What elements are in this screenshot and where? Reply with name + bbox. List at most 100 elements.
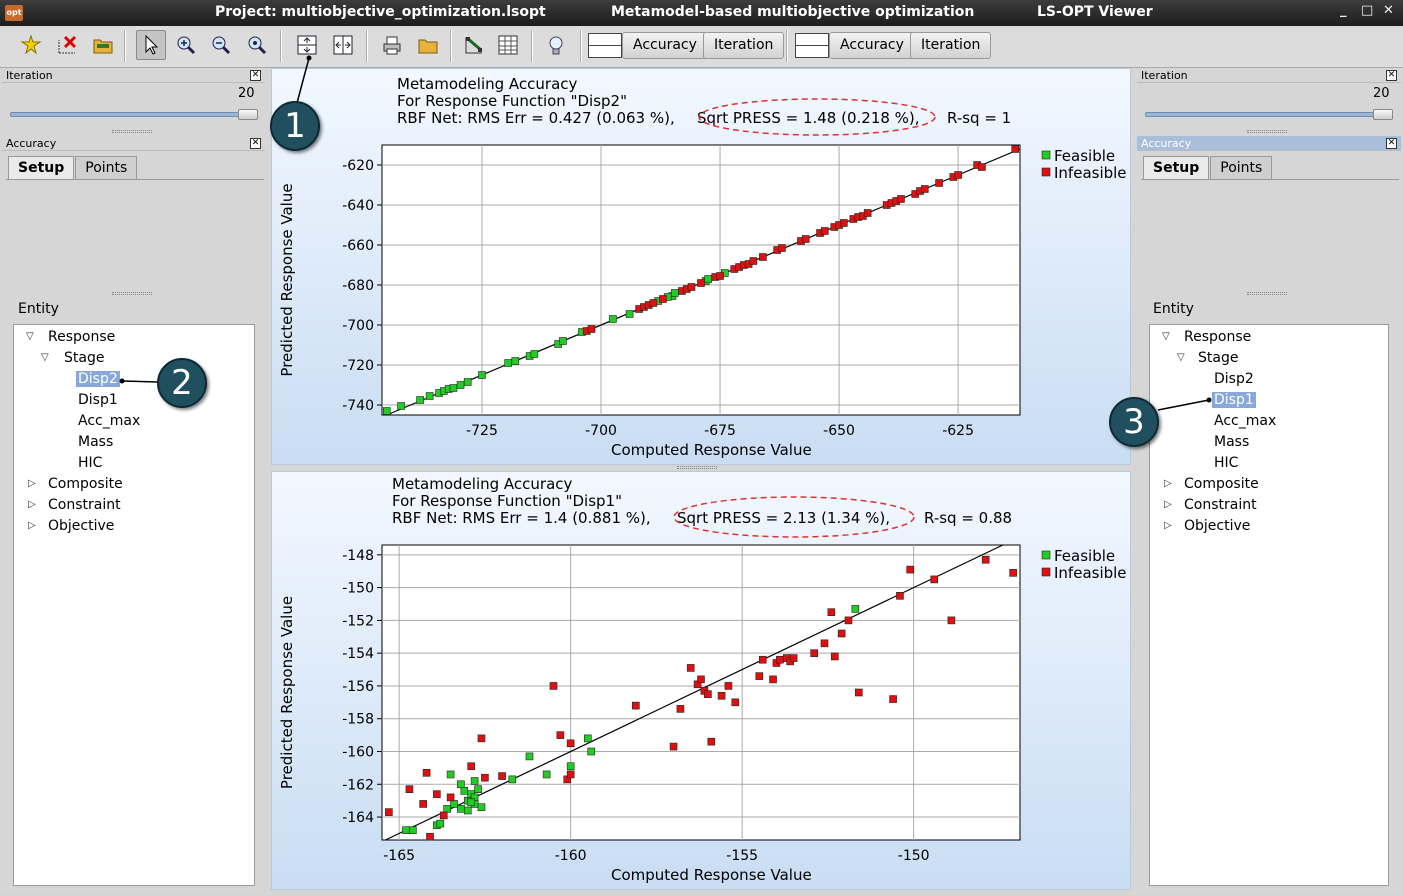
tree-node-composite[interactable]: Composite	[48, 476, 123, 492]
tree-node-acc-max[interactable]: Acc_max	[1214, 413, 1277, 429]
zoom-in-icon[interactable]	[171, 30, 201, 60]
zoom-out-icon[interactable]	[206, 30, 236, 60]
expanded-icon[interactable]: ▽	[41, 352, 49, 363]
infeasible-point	[697, 279, 705, 287]
y-axis-label: Predicted Response Value	[278, 183, 296, 376]
x-tick-label: -725	[466, 423, 498, 439]
close-icon[interactable]: ✕	[1386, 70, 1397, 81]
callout-1: 1	[270, 101, 320, 151]
tree-node-mass[interactable]: Mass	[78, 434, 114, 450]
tree-node-disp2[interactable]: Disp2	[76, 371, 120, 387]
infeasible-point	[422, 769, 431, 777]
accuracy-button[interactable]: Accuracy	[829, 32, 915, 59]
open-folder-icon[interactable]	[88, 30, 118, 60]
feasible-point	[609, 315, 617, 323]
infeasible-point	[477, 734, 486, 743]
tree-node-disp1[interactable]: Disp1	[78, 392, 118, 408]
callout-connector	[121, 380, 159, 383]
splitter-grip[interactable]	[1247, 130, 1287, 133]
splitter-grip[interactable]	[677, 466, 717, 469]
collapsed-icon[interactable]: ▷	[1164, 499, 1172, 510]
iteration-button[interactable]: Iteration	[910, 32, 992, 59]
feasible-point	[478, 371, 486, 379]
iteration-slider-handle[interactable]	[238, 109, 258, 120]
feasible-point	[467, 798, 475, 807]
splitter-grip[interactable]	[112, 292, 152, 295]
feasible-point	[436, 819, 445, 828]
expanded-icon[interactable]: ▽	[1177, 352, 1185, 363]
collapsed-icon[interactable]: ▷	[28, 478, 36, 489]
tree-node-composite[interactable]: Composite	[1184, 476, 1259, 492]
expanded-icon[interactable]: ▽	[1162, 331, 1170, 342]
toolbar: Accuracy Iteration Accuracy Iteration	[0, 26, 1403, 68]
tree-node-objective[interactable]: Objective	[48, 518, 115, 534]
infeasible-point	[789, 654, 798, 662]
tab-setup[interactable]: Setup	[8, 156, 75, 180]
new-icon[interactable]	[16, 30, 46, 60]
plot-edit-icon[interactable]	[459, 30, 489, 60]
tree-node-disp1[interactable]: Disp1	[1212, 392, 1256, 408]
y-tick-label: -148	[342, 548, 374, 564]
expanded-icon[interactable]: ▽	[26, 331, 34, 342]
callout-2: 2	[157, 358, 207, 408]
tree-node-objective[interactable]: Objective	[1184, 518, 1251, 534]
zoom-fit-icon[interactable]	[242, 30, 272, 60]
feasible-point	[446, 770, 455, 779]
close-icon[interactable]: ✕	[250, 138, 261, 149]
close-icon[interactable]: ✕	[1383, 3, 1394, 18]
iteration-slider-handle[interactable]	[1373, 109, 1393, 120]
tree-node-constraint[interactable]: Constraint	[48, 497, 121, 513]
pointer-icon[interactable]	[136, 30, 166, 60]
tree-node-response[interactable]: Response	[48, 329, 116, 345]
infeasible-point	[840, 219, 848, 227]
splitter-grip[interactable]	[112, 130, 152, 133]
collapsed-icon[interactable]: ▷	[28, 499, 36, 510]
tree-node-stage[interactable]: Stage	[1198, 350, 1239, 366]
tab-setup[interactable]: Setup	[1143, 156, 1210, 180]
tree-node-stage[interactable]: Stage	[64, 350, 105, 366]
layout-icon[interactable]	[588, 33, 622, 58]
entity-label: Entity	[1153, 301, 1194, 317]
y-tick-label: -150	[342, 581, 374, 597]
iteration-button[interactable]: Iteration	[703, 32, 785, 59]
tree-node-hic[interactable]: HIC	[1214, 455, 1239, 471]
rms-error-stat: RBF Net: RMS Err = 1.4 (0.881 %),	[392, 509, 651, 527]
table-settings-icon[interactable]	[493, 30, 523, 60]
close-icon[interactable]: ✕	[1386, 138, 1397, 149]
left-panel: Iteration ✕ 20 Accuracy ✕ Setup Points Ent…	[2, 68, 265, 890]
tree-node-constraint[interactable]: Constraint	[1184, 497, 1257, 513]
maximize-icon[interactable]: □	[1361, 3, 1374, 18]
collapsed-icon[interactable]: ▷	[28, 520, 36, 531]
split-vertical-icon[interactable]	[328, 30, 358, 60]
export-folder-icon[interactable]	[413, 30, 443, 60]
close-icon[interactable]: ✕	[250, 70, 261, 81]
y-tick-label: -164	[342, 810, 374, 826]
split-horizontal-icon[interactable]	[292, 30, 322, 60]
legend-label: Feasible	[1054, 147, 1115, 165]
right-panel: Iteration ✕ 20 Accuracy ✕ Setup Points Ent…	[1137, 68, 1401, 890]
tab-points[interactable]: Points	[75, 156, 138, 180]
delete-icon[interactable]	[52, 30, 82, 60]
minimize-icon[interactable]: _	[1340, 3, 1347, 18]
layout-icon[interactable]	[795, 33, 829, 58]
chart-subtitle: For Response Function "Disp1"	[392, 492, 622, 510]
tree-node-response[interactable]: Response	[1184, 329, 1252, 345]
splitter-grip[interactable]	[1247, 292, 1287, 295]
hint-lightbulb-icon[interactable]	[541, 30, 571, 60]
print-icon[interactable]	[377, 30, 407, 60]
x-tick-label: -150	[898, 848, 930, 864]
infeasible-point	[820, 227, 829, 235]
x-tick-label: -160	[555, 848, 587, 864]
tree-node-acc-max[interactable]: Acc_max	[78, 413, 141, 429]
r-squared-stat: R-sq = 0.88	[924, 509, 1012, 527]
tree-node-disp2[interactable]: Disp2	[1214, 371, 1254, 387]
tree-node-mass[interactable]: Mass	[1214, 434, 1250, 450]
infeasible-point	[801, 235, 810, 243]
toolbar-separator	[280, 30, 282, 62]
tree-node-hic[interactable]: HIC	[78, 455, 103, 471]
collapsed-icon[interactable]: ▷	[1164, 478, 1172, 489]
collapsed-icon[interactable]: ▷	[1164, 520, 1172, 531]
tab-points[interactable]: Points	[1210, 156, 1273, 180]
